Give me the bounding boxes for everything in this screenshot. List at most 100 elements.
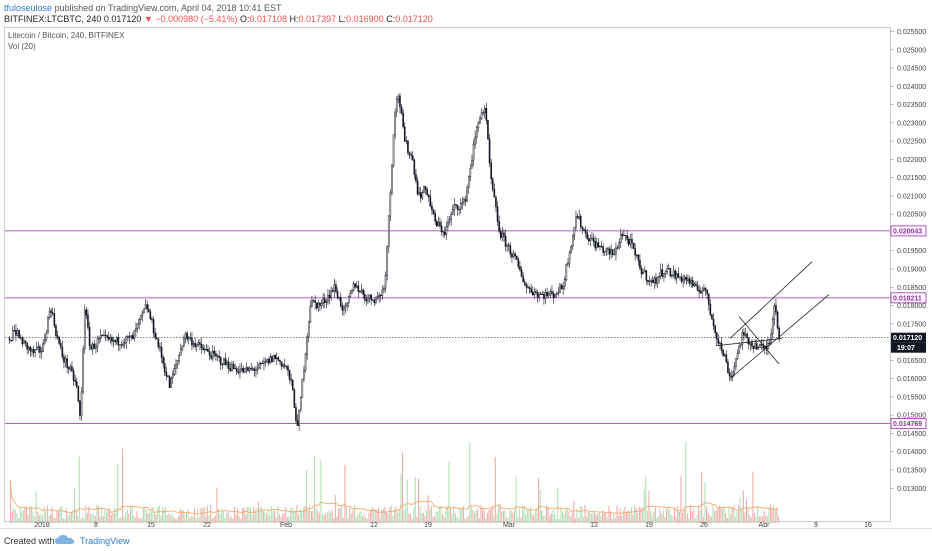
candle-body [394,111,396,136]
candle-body [605,248,608,252]
volume-bar [317,510,319,523]
volume-bar [235,514,237,523]
author-link[interactable]: tfuloseulose [4,3,53,13]
volume-bar [558,518,560,523]
candle-body [408,152,411,156]
time-tick-label: 12 [370,522,378,527]
volume-bar [477,508,479,523]
volume-bar [662,509,664,523]
volume-bar [722,508,724,523]
volume-bar [629,511,631,523]
candle-body [27,346,30,350]
volume-bar [437,511,439,523]
candle-body [464,199,467,202]
price-axis-layer: 0.025500 0.025000 0.024500 0.024000 0.023500… [890,27,926,522]
volume-bar [181,510,183,523]
volume-bar [306,470,308,523]
candle-body [399,95,401,108]
candle-body [298,409,300,426]
candle-body [656,276,659,284]
volume-bar [650,510,652,523]
volume-bar [406,479,408,523]
volume-bar [584,505,586,523]
volume-bar [200,507,202,523]
volume-bar [766,516,768,523]
volume-bar [616,505,618,523]
publish-text: published on TradingView.com, April 04, … [54,3,282,13]
price-chart[interactable]: 0.025500 0.025000 0.024500 0.024000 0.023500… [4,27,929,527]
volume-bar [147,513,149,523]
volume-bar [307,509,309,523]
volume-bar [56,510,58,523]
volume-bar [750,517,752,523]
candle-body [600,246,603,248]
volume-bar [472,510,474,523]
volume-bar [94,516,96,523]
volume-bar [266,513,268,523]
candle-body [247,367,249,371]
candle-body [535,291,537,293]
candle-body [183,337,185,347]
volume-bar [189,517,191,523]
volume-bar [552,510,554,523]
volume-bar [336,515,338,523]
volume-bar [272,510,274,523]
candle-body [653,277,656,283]
created-with-text: Created with [4,536,55,546]
volume-bar [530,506,532,523]
volume-bar [582,516,584,523]
volume-bar [598,511,600,523]
candle-body [40,351,43,353]
volume-bar [747,508,749,523]
chart-legend-title[interactable]: Litecoin / Bitcoin, 240, BITFINEX [8,31,125,40]
candle-body [269,356,272,364]
candle-body [215,353,217,357]
volume-bar [698,506,700,523]
volume-bar [563,514,565,523]
volume-bar [776,507,778,523]
volume-bar [290,508,292,523]
candle-body [666,268,668,272]
tradingview-cloud-icon[interactable] [54,534,76,546]
volume-bar [701,471,703,523]
volume-bar [518,508,520,523]
volume-bar [88,506,90,523]
candle-body [21,337,24,345]
volume-bar [432,516,434,523]
candle-body [349,292,352,297]
price-tick-label: 0.023500 [897,102,926,109]
price-tick-label: 0.024500 [897,66,926,73]
volume-bar [198,517,200,523]
volume-bar [720,507,722,523]
candle-body [355,285,358,288]
candle-body [280,361,283,367]
volume-bar [555,518,557,523]
volume-bar [118,518,120,523]
volume-bar [195,518,197,523]
candle-body [619,233,622,243]
candle-body [643,270,646,273]
open-label: O: [239,14,250,24]
candle-body [699,291,702,294]
candle-body [375,297,377,304]
volume-bar [702,517,704,523]
price-tick-label: 0.019000 [897,267,926,274]
tradingview-link[interactable]: TradingView [80,536,130,546]
candle-body [603,251,606,253]
volume-legend[interactable]: Vol (20) [8,42,36,51]
candle-body [309,305,312,323]
candle-body [741,332,744,346]
candle-body [512,253,515,258]
volume-bar [419,506,421,523]
volume-bar [507,518,509,523]
volume-bar [544,515,546,523]
volume-bar [611,518,613,523]
candle-body [365,299,368,302]
volume-bar [605,513,607,523]
candle-body [616,247,619,249]
volume-bar [426,510,428,523]
candle-body [115,337,118,343]
candle-body [351,290,353,294]
candle-body [267,359,270,364]
change-value: −0.000980 (−5.41%) [155,14,238,24]
